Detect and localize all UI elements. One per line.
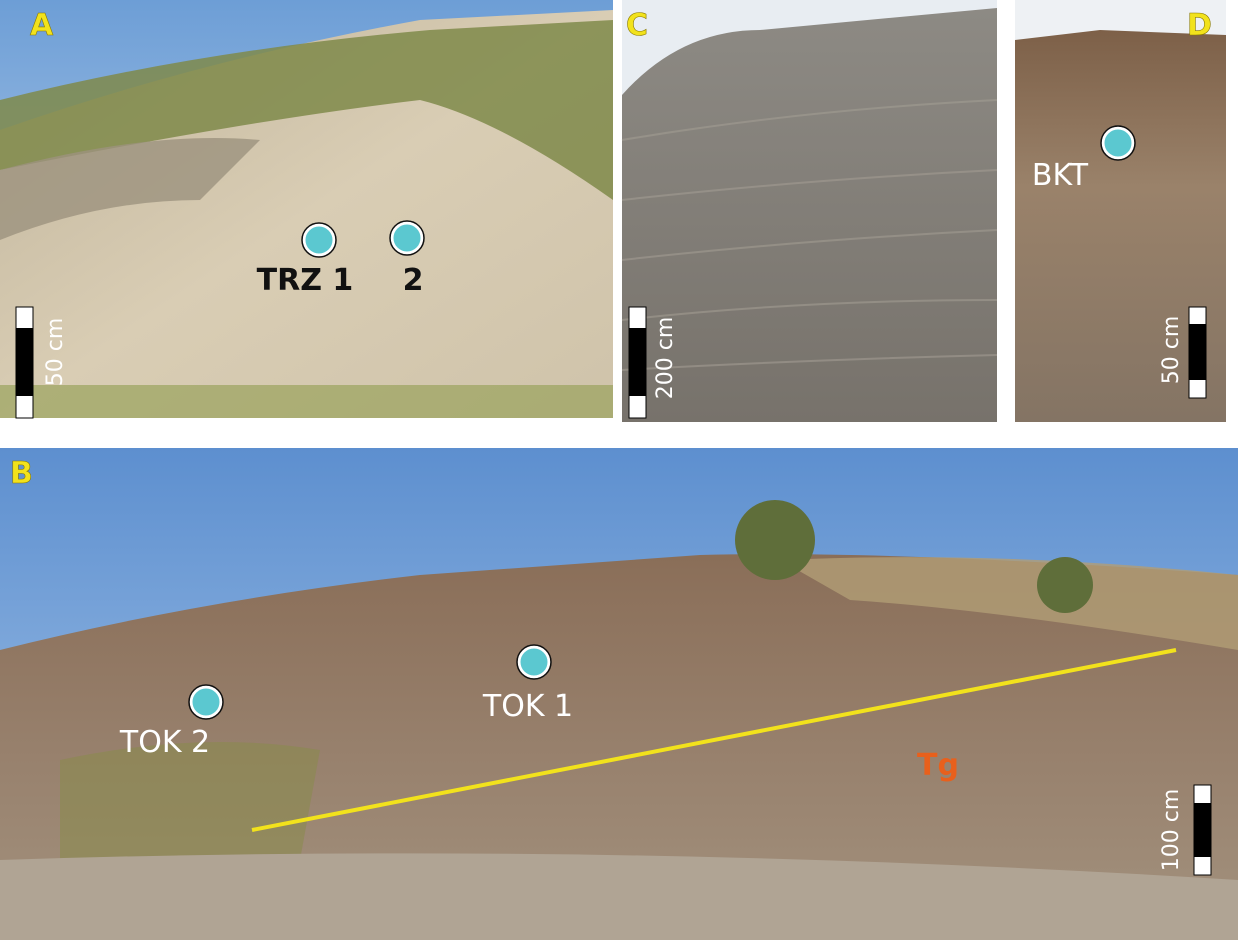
sample-marker [304,225,334,255]
scale-label: 200 cm [653,317,678,400]
scale-bar [16,307,33,418]
panel-c: C 200 cm [622,0,997,422]
sample-marker [1103,128,1133,158]
sample-marker [519,647,549,677]
shrub [1037,557,1093,613]
scale-label: 50 cm [43,318,68,387]
scale-label: 100 cm [1159,789,1184,872]
panel-label: A [30,8,54,43]
ground [0,385,613,418]
sample-marker [191,687,221,717]
scale-bar [1194,785,1211,875]
unit-label: Tg [917,748,959,783]
outcrop [622,8,997,422]
shrub [735,500,815,580]
panel-label: C [626,8,648,43]
scale-label: 50 cm [1159,316,1184,385]
sample-label: TRZ 1 [257,263,354,298]
scale-bar [1189,307,1206,398]
panel-label: D [1187,8,1212,43]
panel-label: B [10,456,33,491]
panel-b: B TOK 2 TOK 1 Tg 100 cm [0,448,1238,940]
sample-label: BKT [1032,158,1089,193]
scale-bar [629,307,646,418]
sample-marker [392,223,422,253]
sample-label: TOK 2 [119,725,210,760]
panel-a: A TRZ 1 2 50 cm [0,0,613,418]
panel-d: D BKT 50 cm [1015,0,1226,422]
sample-label: TOK 1 [482,689,573,724]
figure: A TRZ 1 2 50 cm C 200 cm D BKT [0,0,1238,940]
sample-label: 2 [403,263,424,298]
